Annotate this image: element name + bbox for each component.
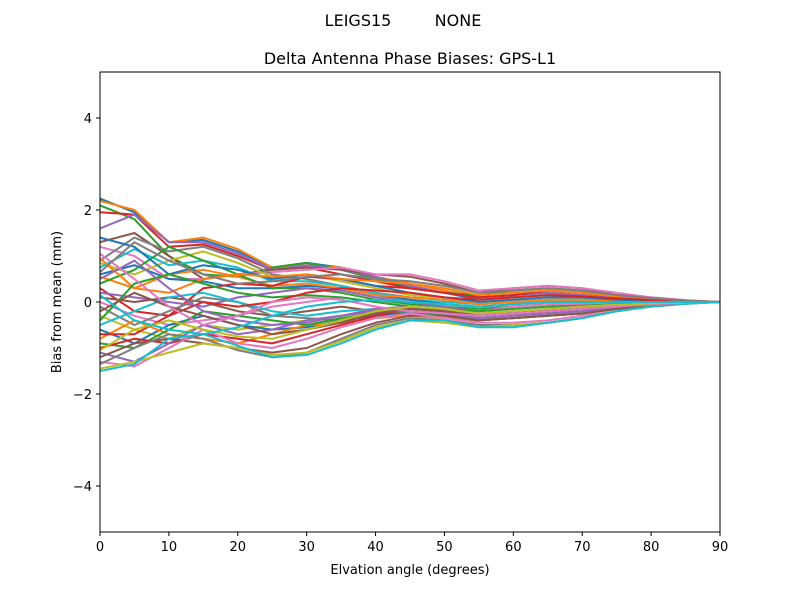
series-line-34 [100, 287, 720, 336]
chart-title: Delta Antenna Phase Biases: GPS-L1 [264, 49, 556, 68]
series-line-32 [100, 257, 720, 303]
series-line-38 [100, 241, 720, 303]
x-axis: 0 10 20 30 40 50 60 70 80 90 [96, 532, 728, 555]
y-tick-label: 2 [84, 204, 92, 219]
x-tick-label: 20 [230, 540, 247, 555]
y-axis-label: Bias from mean (mm) [50, 231, 65, 373]
x-tick-label: 0 [96, 540, 104, 555]
y-tick-label: 0 [84, 296, 92, 311]
series-layer [100, 197, 720, 372]
x-tick-label: 40 [367, 540, 384, 555]
x-tick-label: 30 [298, 540, 315, 555]
x-tick-label: 80 [643, 540, 660, 555]
x-tick-label: 70 [574, 540, 591, 555]
x-tick-label: 10 [161, 540, 178, 555]
y-tick-label: −4 [73, 480, 92, 495]
y-tick-label: −2 [73, 388, 92, 403]
y-axis: −4 −2 0 2 4 [73, 112, 100, 495]
x-tick-label: 50 [436, 540, 453, 555]
suptitle-left: LEIGS15 [325, 11, 392, 30]
series-line-37 [100, 252, 720, 326]
x-tick-label: 60 [505, 540, 522, 555]
x-tick-label: 90 [712, 540, 729, 555]
series-line-39 [100, 301, 720, 352]
suptitle-right: NONE [435, 11, 482, 30]
x-axis-label: Elvation angle (degrees) [330, 563, 489, 578]
series-line-40 [100, 294, 720, 336]
y-tick-label: 4 [84, 112, 92, 127]
